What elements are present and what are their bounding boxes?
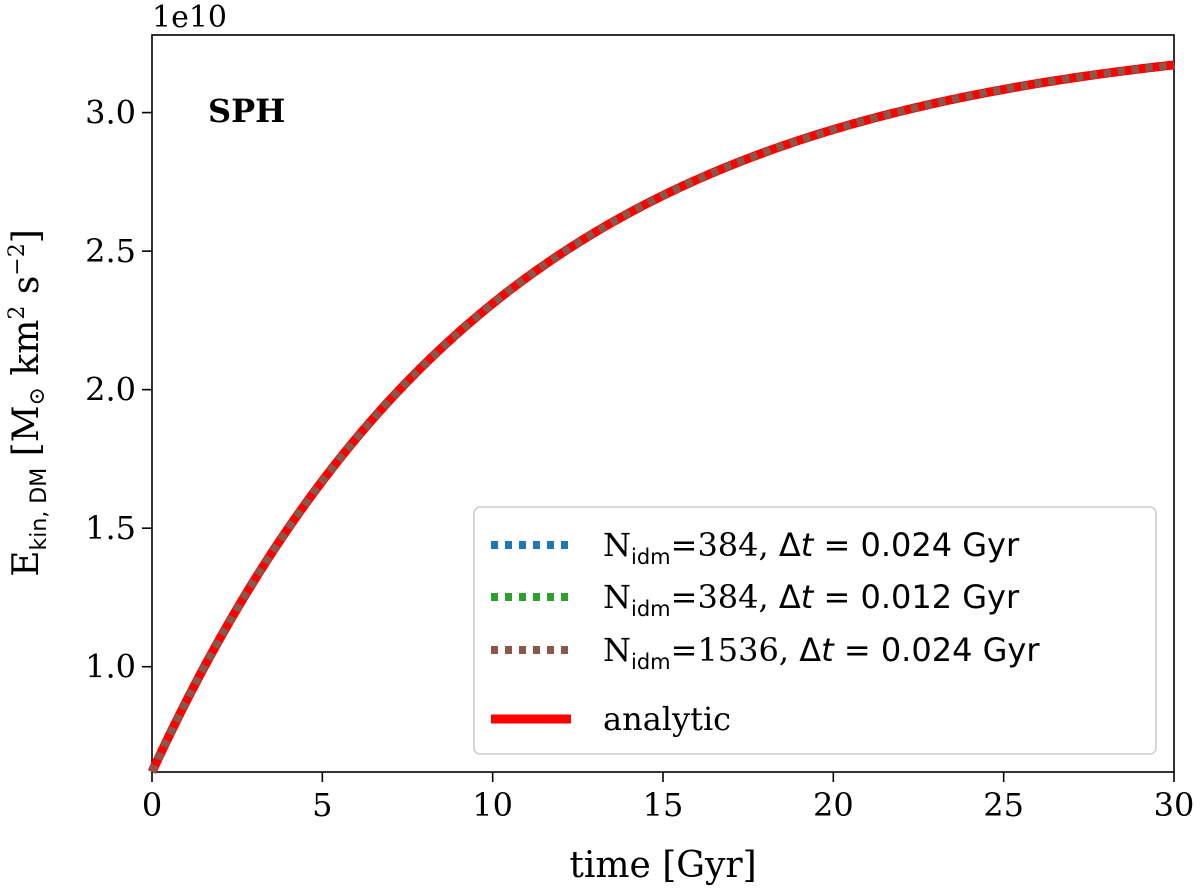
y-tick-label: 2.0: [85, 371, 136, 409]
y-axis-ticks: 1.0 1.5 2.0 2.5 3.0: [85, 94, 152, 686]
panel-label: SPH: [208, 92, 285, 130]
y-tick-label: 1.0: [85, 648, 136, 686]
y-tick-label: 1.5: [85, 509, 136, 547]
x-tick-label: 0: [142, 786, 162, 824]
x-tick-label: 5: [312, 786, 332, 824]
legend-label: Nidm=384, Δt = 0.012 Gyr: [603, 578, 1020, 621]
x-tick-label: 10: [472, 786, 513, 824]
series-line-n-idm-1536-t-0-024-gyr: [148, 61, 1175, 774]
legend: Nidm=384, Δt = 0.024 Gyr Nidm=384, Δt = 0…: [473, 506, 1157, 755]
x-tick-label: 15: [643, 786, 684, 824]
legend-box: [473, 506, 1157, 755]
x-axis-label: time [Gyr]: [569, 845, 756, 886]
x-tick-label: 20: [813, 786, 854, 824]
y-tick-label: 2.5: [85, 232, 136, 270]
legend-label: Nidm=384, Δt = 0.024 Gyr: [603, 526, 1020, 569]
y-axis-label: Ekin, DM [M⊙ km2 s−2]: [5, 229, 52, 577]
x-tick-label: 30: [1154, 786, 1195, 824]
offset-label: 1e10: [152, 0, 227, 35]
legend-label: Nidm=1536, Δt = 0.024 Gyr: [603, 631, 1040, 674]
legend-label: analytic: [603, 700, 731, 738]
x-tick-label: 25: [983, 786, 1024, 824]
series-layer: [147, 60, 1175, 774]
y-tick-label: 3.0: [85, 94, 136, 132]
x-axis-ticks: 0 5 10 15 20 25 30: [142, 772, 1195, 824]
